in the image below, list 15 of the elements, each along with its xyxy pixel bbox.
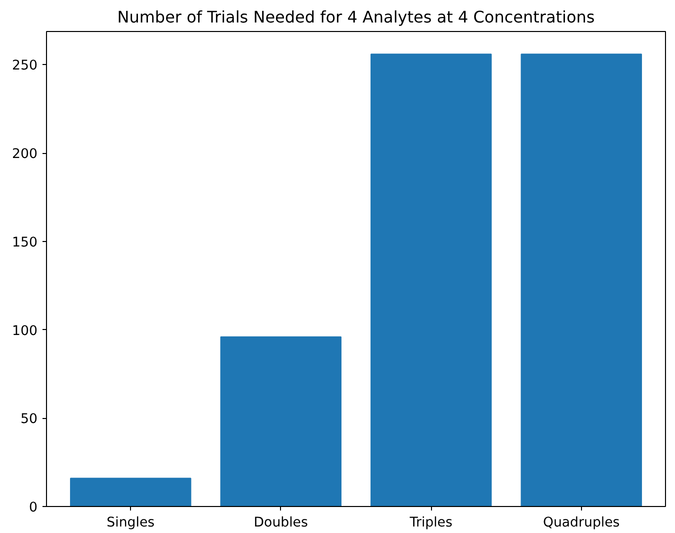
bar xyxy=(70,478,192,506)
x-tick-label: Quadruples xyxy=(542,516,620,530)
bar xyxy=(520,54,642,506)
y-tick-label: 50 xyxy=(20,412,38,428)
x-tick-label: Triples xyxy=(408,516,453,530)
bar xyxy=(370,54,492,506)
y-tick-label: 150 xyxy=(12,235,38,250)
bar xyxy=(220,336,342,506)
y-tick-label: 100 xyxy=(12,324,38,339)
x-tick-label: Singles xyxy=(106,516,155,530)
y-tick-label: 200 xyxy=(12,147,38,162)
chart-title: Number of Trials Needed for 4 Analytes at 4 Concentrations xyxy=(117,8,595,26)
x-tick-label: Doubles xyxy=(254,516,308,530)
y-tick-label: 250 xyxy=(12,58,38,74)
y-tick-label: 0 xyxy=(29,500,38,516)
